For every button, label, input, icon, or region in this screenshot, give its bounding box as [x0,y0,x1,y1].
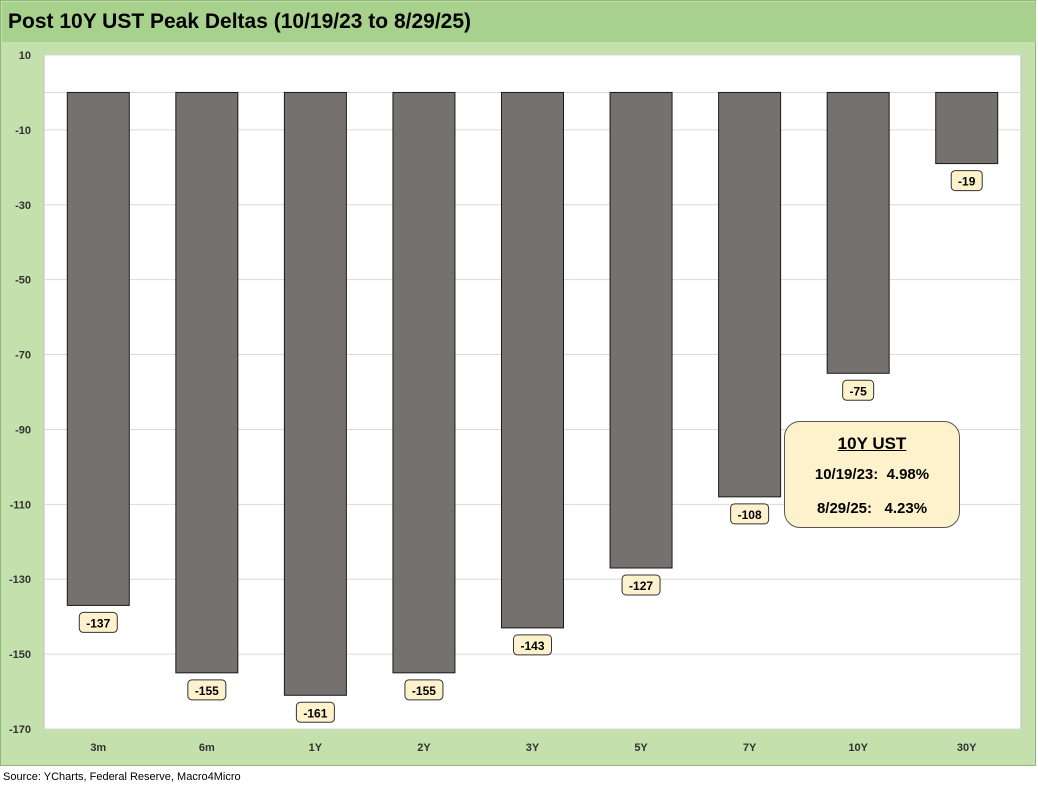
y-tick-label: -170 [9,724,31,736]
x-tick-label: 3Y [526,742,540,754]
title-bar: Post 10Y UST Peak Deltas (10/19/23 to 8/… [2,2,1036,42]
bar-6m [175,91,239,674]
data-label-box [187,679,227,701]
data-label-box [842,379,875,401]
x-tick-label: 3m [90,742,106,754]
data-label-box [78,611,118,633]
data-label-box [295,701,335,723]
bar-7y [718,91,782,498]
bar-3y [501,91,564,629]
data-label-box [513,634,552,656]
data-label: -161 [303,706,327,720]
data-label: -155 [412,684,436,698]
data-label-box [404,679,444,701]
annotation-row-end: 8/29/25: 4.23% [816,500,928,517]
y-tick-label: -110 [10,499,31,511]
y-tick-label: 10 [19,50,31,62]
y-tick-label: -150 [9,649,31,661]
data-label-box [950,170,983,192]
data-label-box [730,503,770,525]
y-tick-label: -50 [15,275,31,287]
x-tick-label: 1Y [309,742,323,754]
bar-10y [826,91,890,374]
y-tick-label: -10 [15,125,31,137]
y-tick-label: -90 [15,424,31,436]
bar-1y [283,91,347,696]
annotation-row-start: 10/19/23: 4.98% [814,466,930,483]
y-tick-label: -70 [15,350,31,362]
data-label: -127 [629,579,653,593]
bar-2y [392,91,456,674]
y-tick-label: -30 [15,200,31,212]
x-tick-label: 10Y [848,742,868,754]
y-tick-label: -130 [9,574,31,586]
bar-30y [935,91,999,165]
bar-3m [66,91,130,606]
data-label: -155 [195,684,219,698]
x-tick-label: 5Y [634,742,648,754]
x-tick-label: 6m [199,742,215,754]
data-label: -137 [86,616,110,630]
chart-title: Post 10Y UST Peak Deltas (10/19/23 to 8/… [8,10,472,33]
data-label: -19 [958,175,976,189]
data-label: -108 [738,508,762,522]
data-label: -143 [520,639,544,653]
data-label-box [621,574,661,596]
bar-5y [609,91,673,569]
x-tick-label: 2Y [417,742,431,754]
x-tick-label: 30Y [957,742,977,754]
x-tick-label: 7Y [743,742,757,754]
annotation-title: 10Y UST [837,434,907,453]
source-note: Source: YCharts, Federal Reserve, Macro4… [3,771,241,783]
data-label: -75 [849,384,867,398]
annotation-box: 10Y UST 10/19/23: 4.98% 8/29/25: 4.23% [784,421,960,528]
